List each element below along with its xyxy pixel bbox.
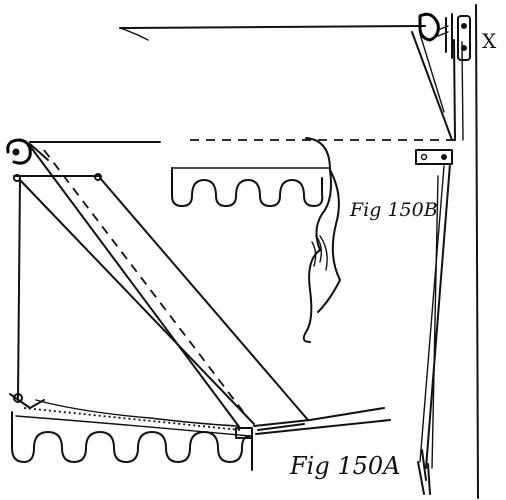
fig-150b-awning bbox=[29, 12, 471, 495]
top-bracket-icon bbox=[418, 12, 471, 61]
left-bracket-icon bbox=[6, 138, 49, 165]
upper-valance bbox=[171, 167, 324, 207]
lower-valance bbox=[11, 411, 251, 463]
left-post bbox=[17, 177, 21, 399]
wall-frame bbox=[453, 4, 479, 499]
fig-150b-label: Fig 150B bbox=[349, 199, 438, 221]
front-bar bbox=[253, 407, 385, 427]
strut-foot bbox=[417, 449, 431, 495]
arm-inner bbox=[99, 177, 309, 421]
right-strut bbox=[425, 163, 451, 469]
wall-hinge-icon bbox=[415, 149, 453, 165]
fig-150a-label: Fig 150A bbox=[289, 452, 400, 480]
top-roller-bar bbox=[119, 25, 426, 29]
arm-outer bbox=[29, 145, 241, 429]
wall-x-label: X bbox=[482, 29, 497, 53]
fig-150a-awning bbox=[6, 138, 391, 471]
